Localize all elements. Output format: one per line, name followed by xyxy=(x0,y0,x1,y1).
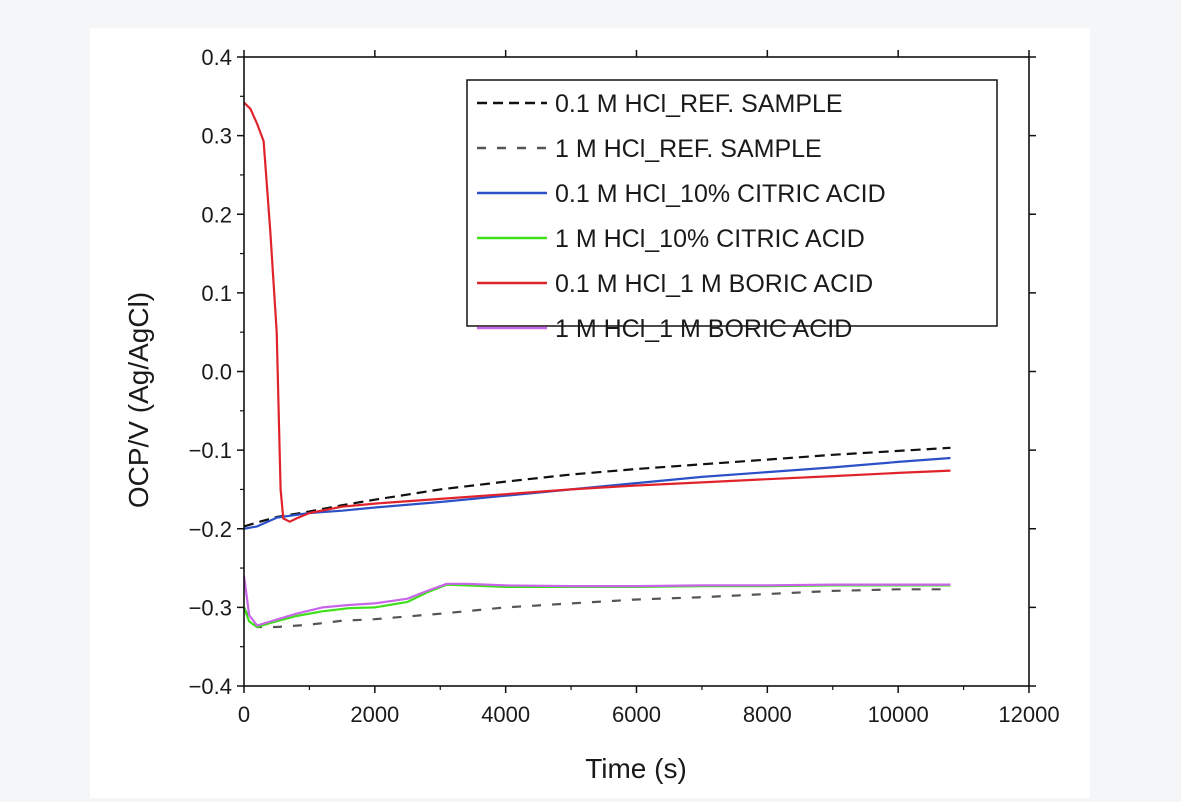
y-tick-label: 0.0 xyxy=(201,360,232,385)
series-line-3 xyxy=(243,456,951,530)
legend-box xyxy=(466,79,998,327)
tick-layer: 0 2000 4000 6000 8000 10000 12000 0.4 0.3 0.2 0.1 0… xyxy=(189,45,1060,727)
legend-label-1: 0.1 M HCl_REF. SAMPLE xyxy=(555,90,843,118)
y-tick-label: 0.4 xyxy=(201,45,232,70)
legend-label-4: 1 M HCl_10% CITRIC ACID xyxy=(555,225,865,253)
legend: 0.1 M HCl_REF. SAMPLE 1 M HCl_REF. SAMPLE… xyxy=(466,79,998,343)
y-tick-label: −0.3 xyxy=(189,595,232,620)
x-axis-label: Time (s) xyxy=(585,753,687,784)
y-axis-label: OCP/V (Ag/AgCl) xyxy=(123,292,154,508)
x-tick-label: 6000 xyxy=(612,702,661,727)
legend-label-5: 0.1 M HCl_1 M BORIC ACID xyxy=(555,270,873,298)
y-tick-label: 0.3 xyxy=(201,124,232,149)
legend-label-3: 0.1 M HCl_10% CITRIC ACID xyxy=(555,180,886,208)
y-tick-label: −0.1 xyxy=(189,438,232,463)
x-tick-label: 12000 xyxy=(998,702,1059,727)
legend-label-2: 1 M HCl_REF. SAMPLE xyxy=(555,135,822,163)
series-line-6 xyxy=(242,575,951,627)
y-tick-label: 0.2 xyxy=(201,202,232,227)
x-tick-label: 2000 xyxy=(350,702,399,727)
series-line-5 xyxy=(243,101,951,523)
series-line-2 xyxy=(243,588,951,629)
figure-panel: 0 2000 4000 6000 8000 10000 12000 0.4 0.3 0.2 0.1 0… xyxy=(90,28,1090,798)
ocp-line-chart: 0 2000 4000 6000 8000 10000 12000 0.4 0.3 0.2 0.1 0… xyxy=(123,45,1060,784)
x-tick-label: 0 xyxy=(238,702,250,727)
x-tick-label: 4000 xyxy=(481,702,530,727)
series-line-1 xyxy=(243,446,951,528)
y-tick-label: −0.2 xyxy=(189,517,232,542)
series-layer xyxy=(242,101,951,629)
y-tick-label: 0.1 xyxy=(201,281,232,306)
legend-label-6: 1 M HCl_1 M BORIC ACID xyxy=(555,315,852,343)
x-tick-label: 10000 xyxy=(868,702,929,727)
x-tick-label: 8000 xyxy=(743,702,792,727)
y-tick-label: −0.4 xyxy=(189,674,232,699)
